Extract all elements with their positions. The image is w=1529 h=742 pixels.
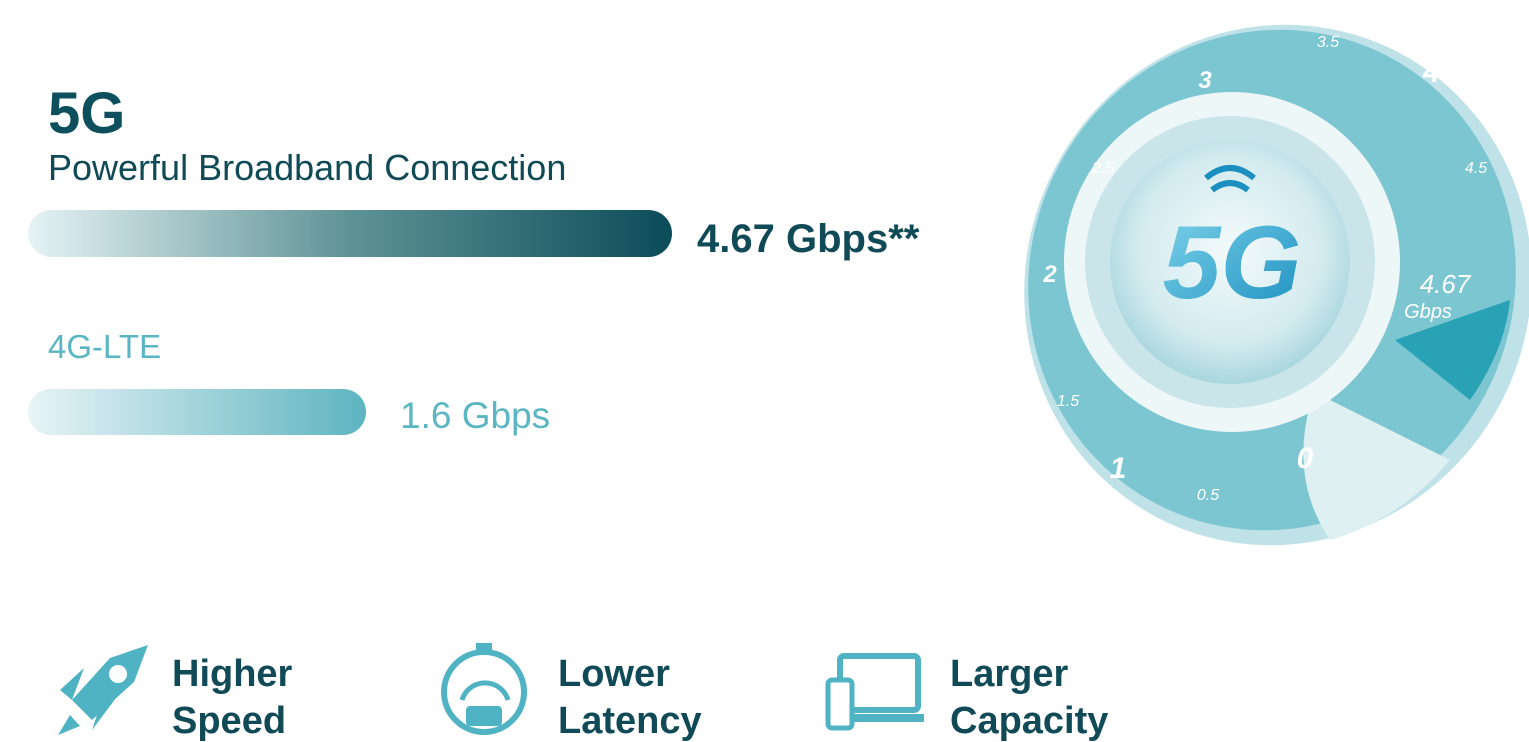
- phone-icon: [828, 680, 852, 728]
- gauge-scale-label: 0.5: [1197, 487, 1219, 504]
- gauge-reading-unit: Gbps: [1404, 301, 1452, 323]
- gauge-scale-label: 4: [1422, 53, 1441, 89]
- feature-texts: Higher Speed Lower Latency Larger Capacity: [172, 653, 1108, 742]
- label-4g: 4G-LTE: [48, 328, 161, 365]
- feature-label: Larger: [950, 653, 1068, 695]
- feature-capacity: [828, 656, 924, 728]
- rocket-window: [109, 665, 127, 683]
- page: 5G Powerful Broadband Connection 4.67 Gb…: [0, 0, 1529, 742]
- speed-bar-5g: [28, 210, 672, 257]
- rocket-icon: [72, 645, 148, 720]
- speed-5g: 4.67 Gbps**: [697, 217, 920, 261]
- stopwatch-badge: [466, 706, 502, 726]
- stopwatch-dial: [462, 683, 508, 700]
- feature-speed: [58, 645, 148, 735]
- feature-latency: [444, 643, 524, 732]
- feature-label: Lower: [558, 653, 670, 695]
- feature-label: Higher: [172, 653, 293, 695]
- speed-4g: 1.6 Gbps: [400, 395, 550, 436]
- gauge-scale-label: 2: [1042, 261, 1057, 288]
- feature-label: Capacity: [950, 700, 1108, 742]
- feature-label: Speed: [172, 700, 286, 742]
- gauge-scale-label: 4.5: [1465, 160, 1487, 177]
- gauge-scale-label: 1: [1110, 452, 1127, 485]
- gauge-scale-label: 3: [1198, 67, 1212, 94]
- speed-bar-4g: [28, 389, 366, 435]
- feature-label: Latency: [558, 700, 702, 742]
- gauge-scale-label: 0: [1297, 442, 1314, 475]
- gauge-scale-label: 1.5: [1057, 393, 1079, 410]
- gauge-scale-label: 3.5: [1317, 34, 1339, 51]
- gauge-scale-label: 2.5: [1091, 160, 1114, 177]
- heading-title: 5G: [48, 81, 125, 146]
- laptop-base: [850, 714, 924, 722]
- heading-subtitle: Powerful Broadband Connection: [48, 147, 566, 188]
- gauge-center-label: 5G: [1163, 205, 1302, 321]
- gauge: 5G 4.67 Gbps 0 0.5 1 1.5 2 2.5 3 3.5 4 4.5: [939, 0, 1529, 629]
- stopwatch-button: [476, 643, 492, 651]
- gauge-reading: 4.67: [1420, 269, 1472, 299]
